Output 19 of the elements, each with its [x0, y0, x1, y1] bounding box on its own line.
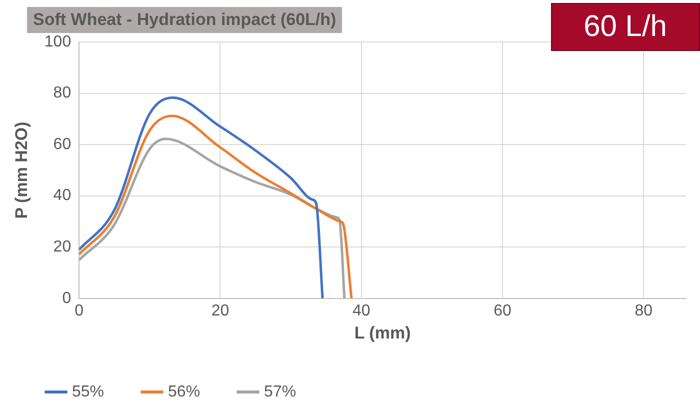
annotation: 60 L/h: [550, 3, 700, 51]
y-tick-label: 40: [53, 187, 72, 204]
x-tick-label: 80: [634, 302, 653, 320]
y-tick-label: 100: [44, 33, 72, 50]
y-axis-title: P (mm H2O): [12, 122, 31, 219]
y-tick-label: 20: [53, 238, 72, 256]
x-tick-label: 0: [74, 302, 84, 320]
chart-title: Soft Wheat - Hydration impact (60L/h): [27, 7, 342, 33]
x-axis-title: L (mm): [354, 323, 411, 342]
line-series: [79, 96, 324, 298]
legend-label: 55%: [72, 383, 104, 400]
x-tick-label: 40: [352, 302, 370, 320]
y-tick-label: 80: [53, 84, 72, 102]
x-tick-label: 20: [211, 302, 230, 320]
legend-label: 56%: [168, 383, 200, 400]
legend-label: 57%: [264, 383, 296, 400]
y-tick-label: 0: [62, 290, 72, 307]
y-tick-label: 60: [53, 136, 72, 153]
x-tick-label: 60: [494, 302, 512, 320]
